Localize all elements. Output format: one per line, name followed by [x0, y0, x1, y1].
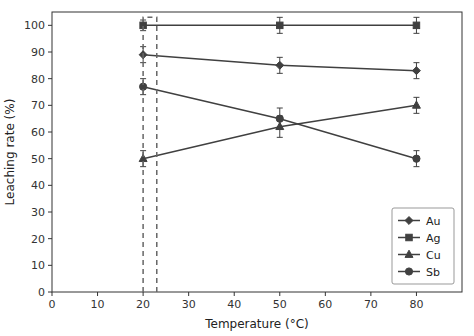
- y-tick-label: 40: [31, 179, 45, 192]
- x-tick-label: 10: [91, 298, 105, 311]
- legend-label: Au: [426, 215, 441, 228]
- series: [143, 17, 157, 292]
- plot-area: [139, 17, 420, 292]
- y-tick: [48, 158, 52, 159]
- y-tick-label: 70: [31, 99, 45, 112]
- x-tick: [370, 292, 371, 296]
- y-tick-label: 80: [31, 73, 45, 86]
- series: [139, 47, 420, 79]
- point: [276, 61, 284, 69]
- y-tick: [48, 52, 52, 53]
- point: [413, 155, 420, 162]
- y-tick-label: 10: [31, 259, 45, 272]
- y-tick: [48, 185, 52, 186]
- legend-marker: [406, 234, 412, 240]
- x-tick-label: 60: [318, 298, 332, 311]
- error-bar: [277, 57, 283, 73]
- x-tick-label: 20: [136, 298, 150, 311]
- y-tick: [48, 78, 52, 79]
- y-axis-label: Leaching rate (%): [3, 99, 17, 206]
- error-bar: [277, 108, 283, 129]
- point: [412, 67, 420, 75]
- point: [277, 22, 283, 28]
- series: [140, 79, 421, 167]
- y-tick-label: 60: [31, 126, 45, 139]
- y-tick: [48, 132, 52, 133]
- x-tick-label: 70: [364, 298, 378, 311]
- error-bar: [277, 17, 283, 33]
- legend: Au Ag Cu Sb: [392, 208, 454, 284]
- y-tick: [48, 265, 52, 266]
- legend-marker: [405, 250, 413, 257]
- y-tick: [48, 212, 52, 213]
- x-tick: [97, 292, 98, 296]
- x-tick: [188, 292, 189, 296]
- series: [140, 17, 420, 33]
- x-tick: [279, 292, 280, 296]
- chart: 0 10 20 30 40 50 60 70 80 0 10 20 30 40 50 60 70 80 90 100 T…: [0, 0, 474, 336]
- x-tick-label: 50: [273, 298, 287, 311]
- y-tick: [48, 238, 52, 239]
- x-tick: [234, 292, 235, 296]
- y-tick-label: 30: [31, 206, 45, 219]
- series-line: [143, 105, 416, 158]
- error-bar: [413, 151, 419, 167]
- x-tick: [143, 292, 144, 296]
- legend-label: Cu: [426, 249, 441, 262]
- x-tick-label: 80: [409, 298, 423, 311]
- y-tick: [48, 25, 52, 26]
- x-axis-label: Temperature (°C): [204, 317, 309, 331]
- legend-marker: [405, 217, 413, 225]
- x-tick-label: 30: [182, 298, 196, 311]
- x-tick: [325, 292, 326, 296]
- series: [139, 97, 420, 166]
- legend-box: [392, 208, 454, 284]
- y-tick: [48, 292, 52, 293]
- y-tick-label: 0: [38, 286, 45, 299]
- y-tick-label: 50: [31, 153, 45, 166]
- y-tick-label: 20: [31, 233, 45, 246]
- point: [412, 101, 420, 108]
- x-tick: [416, 292, 417, 296]
- y-tick: [48, 105, 52, 106]
- y-tick-label: 100: [24, 19, 45, 32]
- plot-frame: [52, 12, 462, 292]
- x-tick: [52, 292, 53, 296]
- legend-label: Sb: [426, 266, 440, 279]
- point: [276, 115, 283, 122]
- error-bar: [413, 63, 419, 79]
- x-tick-label: 0: [49, 298, 56, 311]
- legend-marker: [405, 268, 412, 275]
- series-line: [143, 17, 157, 292]
- error-bar: [413, 17, 419, 33]
- legend-label: Ag: [426, 232, 441, 245]
- point: [413, 22, 419, 28]
- x-tick-label: 40: [227, 298, 241, 311]
- y-tick-label: 90: [31, 46, 45, 59]
- error-bar: [413, 97, 419, 113]
- series-line: [143, 87, 416, 159]
